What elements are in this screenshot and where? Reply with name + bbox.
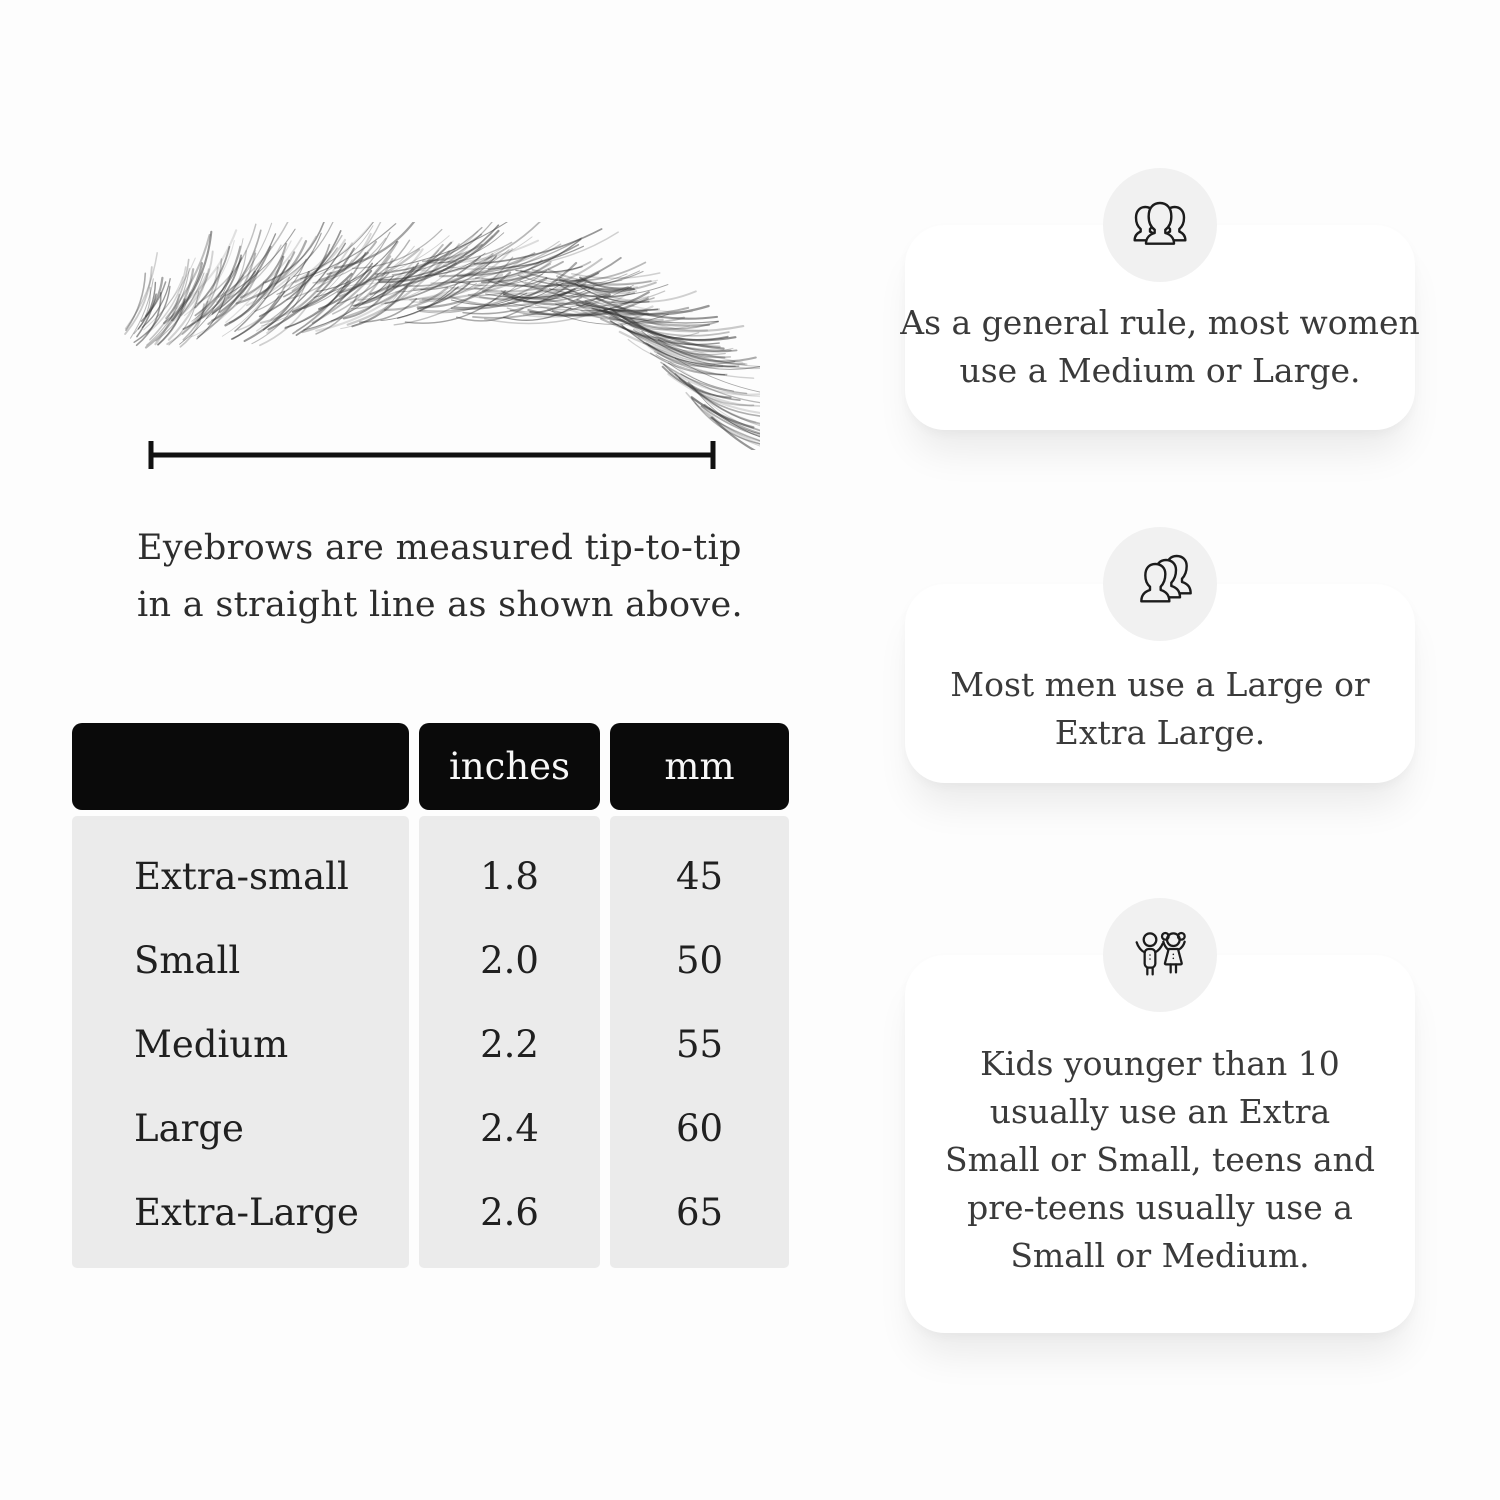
kids-icon [1128,923,1192,987]
text-line: use a Medium or Large. [959,351,1361,390]
icon-badge [1103,168,1217,282]
header-cell-inches: inches [419,723,600,810]
text-line: Small or Small, teens and [944,1140,1375,1179]
header-cell-blank [72,723,409,810]
measurement-line [148,441,716,469]
mm-value: 45 [675,854,724,898]
text-line: Most men use a Large or [950,664,1370,704]
icon-badge [1103,527,1217,641]
mm-column: 45 50 55 60 65 [610,816,789,1268]
men-group-icon [1128,552,1192,616]
text-line: pre-teens usually use a [967,1188,1353,1227]
eyebrow-illustration [100,222,760,450]
size-label-column: Extra-small Small Medium Large Extra-Lar… [72,816,409,1268]
size-label: Large [134,1106,244,1150]
inches-value: 2.2 [480,1022,539,1066]
inches-value: 2.0 [480,938,539,982]
size-label: Small [134,938,241,982]
mm-value: 60 [675,1106,724,1150]
inches-value: 1.8 [480,854,539,898]
size-table: inches mm Extra-small Small Medium Large… [72,723,789,1268]
text-line: As a general rule, most women [900,303,1420,342]
inches-value: 2.6 [480,1190,539,1234]
mm-value: 50 [675,938,724,982]
text-line: Extra Large. [1054,712,1266,752]
caption-line: Eyebrows are measured tip-to-tip [137,528,742,568]
inches-column: 1.8 2.0 2.2 2.4 2.6 [419,816,600,1268]
text-line: Small or Medium. [1010,1236,1310,1275]
text-line: usually use an Extra [989,1092,1331,1131]
measurement-caption: Eyebrows are measured tip-to-tip in a st… [137,520,797,634]
info-card-kids: Kids younger than 10 usually use an Extr… [905,898,1415,1333]
card-text: As a general rule, most women use a Medi… [900,299,1419,395]
text-line: Kids younger than 10 [980,1044,1340,1083]
size-label: Medium [134,1022,289,1066]
icon-badge [1103,898,1217,1012]
card-text: Kids younger than 10 usually use an Extr… [945,1040,1375,1280]
mm-value: 65 [675,1190,724,1234]
size-label: Extra-small [134,854,349,898]
info-card-men: Most men use a Large or Extra Large. [905,527,1415,783]
size-label: Extra-Large [134,1190,359,1234]
women-group-icon [1128,193,1192,257]
card-text: Most men use a Large or Extra Large. [950,661,1369,757]
eyebrow-hairs [124,222,760,450]
header-cell-mm: mm [610,723,789,810]
inches-value: 2.4 [480,1106,539,1150]
caption-line: in a straight line as shown above. [137,585,743,625]
info-card-women: As a general rule, most women use a Medi… [900,168,1420,430]
mm-value: 55 [675,1022,724,1066]
